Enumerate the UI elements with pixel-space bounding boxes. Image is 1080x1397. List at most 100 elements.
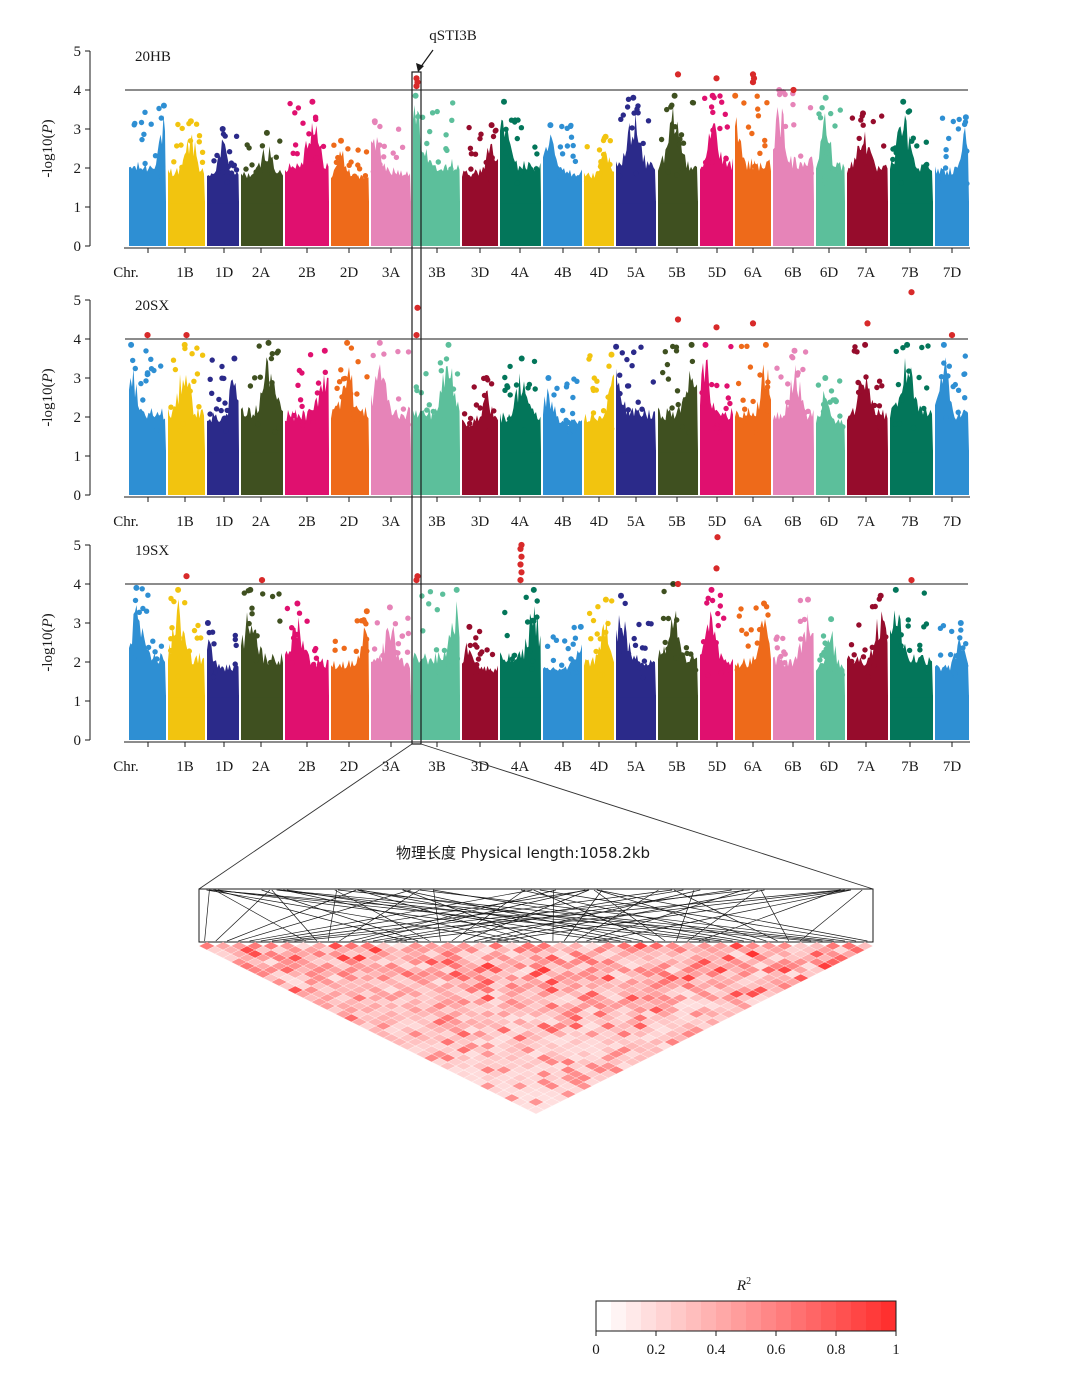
snp-point <box>381 143 387 149</box>
snp-point <box>754 93 760 99</box>
snp-point <box>943 415 949 421</box>
snp-point <box>963 663 969 669</box>
points-profile <box>890 610 933 698</box>
snp-point <box>821 419 828 426</box>
colorbar-band <box>686 1301 701 1331</box>
snp-point <box>177 427 184 434</box>
snp-point <box>488 177 494 184</box>
snp-point <box>225 163 232 170</box>
snp-point <box>678 132 685 138</box>
snp-point <box>717 603 723 609</box>
snp-point <box>313 655 320 661</box>
snp-point <box>308 156 315 163</box>
snp-connector <box>673 889 778 942</box>
snp-point <box>921 624 927 630</box>
snp-point <box>306 131 312 137</box>
snp-point <box>295 105 302 111</box>
snp-point <box>145 592 151 598</box>
y-axis-label: -log10(P) <box>40 119 56 177</box>
snp-point <box>629 363 635 369</box>
snp-point <box>345 146 351 152</box>
ld-cell <box>856 941 874 951</box>
snp-point <box>756 427 762 434</box>
snp-point <box>138 380 144 387</box>
x-tick-label-5D: 5D <box>708 759 727 775</box>
chromosome-5D-points <box>700 92 733 246</box>
snp-point <box>427 589 434 595</box>
snp-point <box>749 429 756 435</box>
x-tick-label-7D: 7D <box>943 514 962 530</box>
snp-point <box>638 344 644 350</box>
points-dense-band <box>773 201 814 246</box>
snp-point <box>253 657 259 664</box>
snp-point-max <box>671 92 678 99</box>
snp-point-max <box>371 118 378 125</box>
snp-point <box>191 627 198 634</box>
snp-point <box>354 618 360 624</box>
snp-point <box>199 352 206 358</box>
snp-point <box>893 348 899 355</box>
snp-point-max <box>547 122 554 129</box>
x-tick-label-5B: 5B <box>668 759 686 775</box>
snp-point <box>910 424 917 431</box>
snp-point <box>307 352 314 358</box>
snp-point <box>534 151 540 157</box>
snp-point-max <box>828 616 835 623</box>
snp-point <box>503 126 509 132</box>
x-axis-label: Chr. <box>113 514 138 530</box>
chromosome-3A-points <box>371 604 412 740</box>
snp-point <box>837 378 843 384</box>
snp-point <box>222 400 228 406</box>
snp-point <box>710 109 716 116</box>
chromosome-1D-points <box>207 126 240 246</box>
snp-point <box>852 344 858 350</box>
snp-point <box>782 651 788 657</box>
points-dense-band <box>285 450 329 495</box>
snp-point <box>518 125 525 131</box>
snp-point <box>490 133 497 140</box>
snp-point <box>552 164 558 170</box>
chromosome-7B-points <box>890 586 933 740</box>
snp-point <box>529 666 535 672</box>
points-profile <box>241 612 283 698</box>
snp-point <box>675 401 681 408</box>
snp-point <box>955 387 962 393</box>
snp-point-max <box>630 94 637 101</box>
snp-point <box>820 155 827 162</box>
snp-point-max <box>376 339 383 346</box>
points-profile <box>773 613 814 698</box>
snp-point <box>602 647 608 653</box>
snp-point <box>851 348 857 354</box>
snp-point <box>269 351 275 357</box>
snp-point <box>290 635 297 641</box>
snp-point <box>665 646 671 652</box>
points-dense-band <box>129 201 166 246</box>
y-tick-label: 5 <box>74 293 82 309</box>
x-tick-label-4D: 4D <box>590 759 609 775</box>
snp-point-max <box>530 586 537 593</box>
snp-point <box>962 667 968 674</box>
snp-point <box>443 146 449 152</box>
snp-point <box>952 381 958 388</box>
snp-point <box>700 401 707 407</box>
snp-connector <box>215 889 407 942</box>
points-profile <box>168 374 205 453</box>
snp-point <box>208 668 214 675</box>
snp-point <box>209 357 215 363</box>
snp-connector <box>596 889 868 942</box>
snp-point <box>501 666 507 673</box>
y-tick-label: 0 <box>74 488 82 504</box>
snp-point <box>336 379 343 385</box>
snp-point-max <box>386 604 393 611</box>
snp-point <box>797 597 804 604</box>
snp-point <box>785 399 791 405</box>
points-dense-band <box>543 695 582 740</box>
snp-point <box>310 419 317 425</box>
snp-point <box>724 124 730 130</box>
snp-point <box>871 168 877 174</box>
x-tick-label-4B: 4B <box>554 514 572 530</box>
snp-point <box>660 369 666 376</box>
snp-point <box>473 635 479 641</box>
colorbar-title-sup: 2 <box>746 1276 751 1287</box>
qtl-label: qSTI3B <box>429 28 477 44</box>
